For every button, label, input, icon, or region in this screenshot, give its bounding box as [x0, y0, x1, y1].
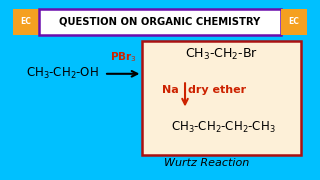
Text: Na: Na	[162, 85, 179, 95]
Bar	[13, 9, 39, 35]
Text: CH$_3$-CH$_2$-Br: CH$_3$-CH$_2$-Br	[185, 47, 258, 62]
Text: EC: EC	[289, 17, 300, 26]
Text: CH$_3$-CH$_2$-OH: CH$_3$-CH$_2$-OH	[27, 66, 99, 81]
Text: EC: EC	[20, 17, 31, 26]
Bar	[281, 9, 307, 35]
Text: Wurtz Reaction: Wurtz Reaction	[164, 158, 250, 168]
Text: CH$_3$-CH$_2$-CH$_2$-CH$_3$: CH$_3$-CH$_2$-CH$_2$-CH$_3$	[171, 120, 276, 135]
Text: PBr$_3$: PBr$_3$	[110, 51, 137, 64]
Text: dry ether: dry ether	[188, 85, 246, 95]
Bar	[142, 41, 301, 155]
Text: QUESTION ON ORGANIC CHEMISTRY: QUESTION ON ORGANIC CHEMISTRY	[60, 17, 260, 27]
Bar	[39, 9, 281, 35]
